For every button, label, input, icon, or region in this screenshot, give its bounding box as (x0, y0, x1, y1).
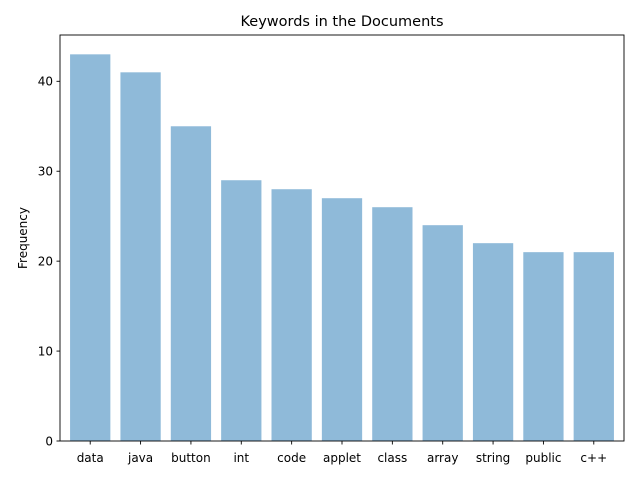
axes-frame (59, 34, 625, 442)
x-tick-label: int (233, 451, 249, 465)
bar-array (422, 225, 463, 441)
x-tick-label: string (476, 451, 510, 465)
bar-button (170, 126, 212, 442)
x-tick-label: array (427, 451, 458, 465)
y-tick-label: 0 (45, 434, 53, 448)
x-tick-label: c++ (580, 451, 607, 465)
bars (70, 54, 614, 442)
x-axis-ticks: data java button int code applet class array str… (77, 441, 607, 465)
bar-data (70, 54, 111, 441)
x-tick-label: button (171, 451, 211, 465)
bar-class (372, 207, 413, 441)
y-tick-label: 20 (38, 254, 53, 268)
bar-c++ (573, 252, 614, 441)
y-tick-label: 40 (38, 75, 53, 89)
bar-string (472, 243, 514, 441)
x-tick-label: data (77, 451, 104, 465)
x-tick-label: class (377, 451, 407, 465)
y-tick-label: 30 (38, 165, 53, 179)
bar-public (523, 252, 564, 441)
chart-title: Keywords in the Documents (241, 14, 444, 30)
x-tick-label: public (525, 451, 561, 465)
bar-applet (321, 198, 363, 441)
y-axis-label: Frequency (16, 207, 30, 269)
bar-int (221, 180, 262, 442)
bar-code (271, 189, 312, 441)
y-axis-ticks: 0 10 20 30 40 (38, 75, 60, 448)
x-tick-label: code (277, 451, 306, 465)
bar-java (120, 72, 161, 441)
y-tick-label: 10 (38, 344, 53, 358)
x-tick-label: java (127, 451, 153, 465)
x-tick-label: applet (323, 451, 361, 465)
plot-frame (59, 34, 625, 442)
